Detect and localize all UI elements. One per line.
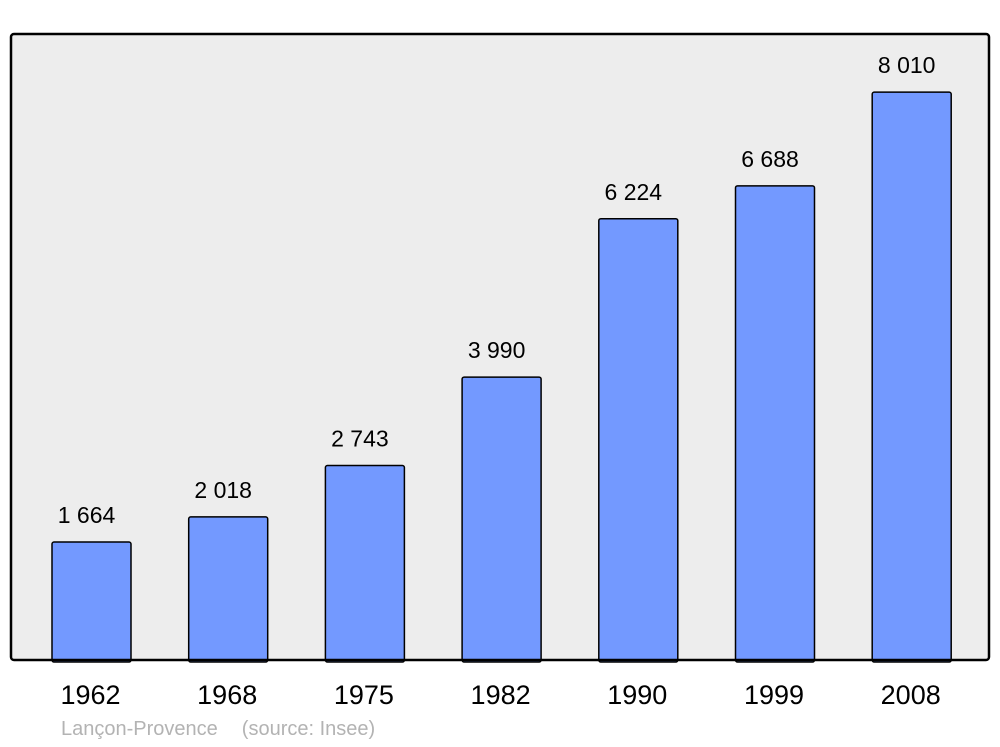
value-label-2008: 8 010 xyxy=(878,52,936,78)
bar-1962 xyxy=(51,541,132,663)
x-tick-label-1968: 1968 xyxy=(197,680,257,710)
bar-1999 xyxy=(734,185,816,663)
value-label-1999: 6 688 xyxy=(741,146,799,172)
footer-place: Lançon-Provence xyxy=(61,718,218,740)
x-tick-label-1999: 1999 xyxy=(744,680,804,710)
value-label-1982: 3 990 xyxy=(468,337,526,363)
bar-1990 xyxy=(598,218,679,663)
bar-1982 xyxy=(461,376,542,663)
plot-frame xyxy=(9,32,991,662)
value-label-1968: 2 018 xyxy=(194,477,252,503)
bar-2008 xyxy=(871,91,952,663)
x-tick-label-1990: 1990 xyxy=(607,680,667,710)
x-tick-label-1975: 1975 xyxy=(334,680,394,710)
bar-1975 xyxy=(324,464,406,663)
value-label-1975: 2 743 xyxy=(331,426,389,452)
x-tick-label-1982: 1982 xyxy=(471,680,531,710)
x-tick-label-2008: 2008 xyxy=(881,680,941,710)
bar-1968 xyxy=(187,516,269,663)
x-tick-label-1962: 1962 xyxy=(60,680,120,710)
value-label-1962: 1 664 xyxy=(58,502,116,528)
chart-footer: Lançon-Provence (source: Insee) xyxy=(61,718,399,741)
value-label-1990: 6 224 xyxy=(605,179,663,205)
footer-source: (source: Insee) xyxy=(241,718,376,740)
